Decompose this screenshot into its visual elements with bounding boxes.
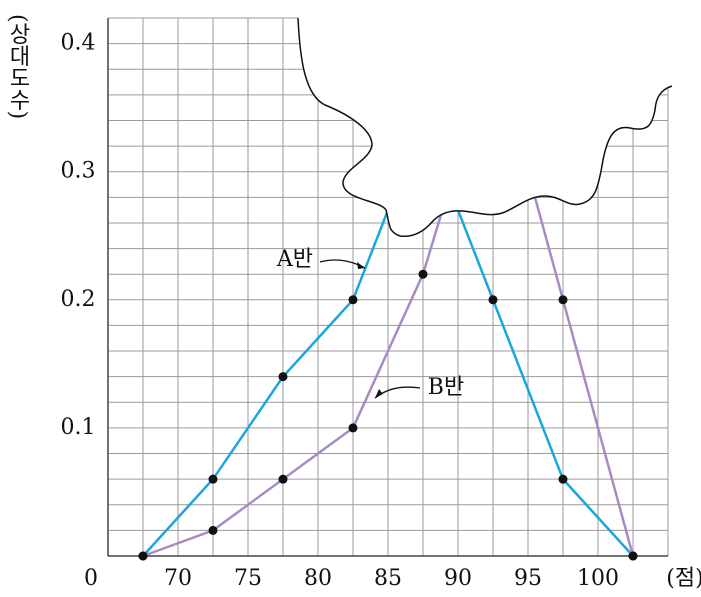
data-point <box>418 269 428 279</box>
x-tick-label: 100 <box>577 566 619 591</box>
data-point <box>208 474 218 484</box>
data-point <box>558 295 568 305</box>
data-point <box>278 474 288 484</box>
torn-paper <box>298 0 701 237</box>
data-point <box>628 551 638 561</box>
y-tick-label: 0.2 <box>61 287 96 312</box>
torn-edge <box>297 17 673 238</box>
x-tick-label: 85 <box>374 566 402 591</box>
annotation: A반 <box>276 247 313 272</box>
x-axis-label: (점) <box>666 566 701 591</box>
data-point <box>138 551 148 561</box>
x-tick-label: 70 <box>164 566 192 591</box>
data-point <box>348 423 358 433</box>
y-tick-label: 0.3 <box>61 159 96 184</box>
arrow-head <box>357 262 365 269</box>
y-tick-label: 0.1 <box>61 415 96 440</box>
x-tick-label: 90 <box>444 566 472 591</box>
data-point <box>278 372 288 382</box>
origin-label: 0 <box>84 566 98 591</box>
y-tick-label: 0.4 <box>61 31 96 56</box>
data-point <box>348 295 358 305</box>
y-axis-label: (상대도수) <box>5 14 30 119</box>
x-tick-label: 80 <box>304 566 332 591</box>
data-point <box>558 474 568 484</box>
arrow-head <box>375 389 383 398</box>
x-tick-label: 95 <box>514 566 542 591</box>
annotation: B반 <box>428 375 464 400</box>
x-tick-label: 75 <box>234 566 262 591</box>
series-line <box>142 39 635 558</box>
data-point <box>488 295 498 305</box>
data-point <box>208 525 218 535</box>
